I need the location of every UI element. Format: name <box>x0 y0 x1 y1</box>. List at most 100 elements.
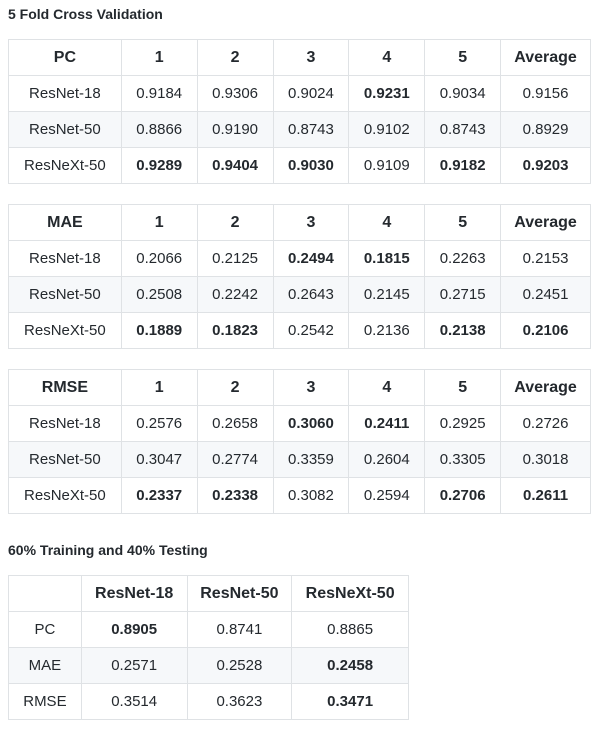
value-cell: 0.2508 <box>120 276 198 313</box>
table-row: ResNet-18 0.2066 0.2125 0.2494 0.1815 0.… <box>8 240 591 277</box>
header-cell: ResNeXt-50 <box>291 575 409 612</box>
value-cell: 0.9034 <box>424 75 502 112</box>
table-row: ResNeXt-50 0.2337 0.2338 0.3082 0.2594 0… <box>8 477 591 514</box>
value-cell: 0.2643 <box>272 276 350 313</box>
average-cell: 0.2611 <box>500 477 591 514</box>
value-cell: 0.9024 <box>272 75 350 112</box>
header-cell: PC <box>8 39 122 76</box>
value-cell: 0.2263 <box>424 240 502 277</box>
average-cell: 0.2726 <box>500 405 591 442</box>
table-row: ResNet-50 0.2508 0.2242 0.2643 0.2145 0.… <box>8 276 591 313</box>
rmse-table: RMSE 1 2 3 4 5 Average ResNet-18 0.2576 … <box>8 369 591 514</box>
value-cell: 0.8866 <box>120 111 198 148</box>
value-cell: 0.9306 <box>196 75 274 112</box>
value-cell: 0.8743 <box>272 111 350 148</box>
header-cell: 5 <box>424 204 502 241</box>
value-cell: 0.8865 <box>291 611 409 648</box>
header-cell: Average <box>500 204 591 241</box>
value-cell: 0.8743 <box>424 111 502 148</box>
average-cell: 0.9203 <box>500 147 591 184</box>
header-cell: 3 <box>272 369 350 406</box>
average-cell: 0.2153 <box>500 240 591 277</box>
value-cell: 0.9404 <box>196 147 274 184</box>
header-cell: ResNet-18 <box>80 575 188 612</box>
value-cell: 0.3514 <box>80 683 188 720</box>
value-cell: 0.9289 <box>120 147 198 184</box>
average-cell: 0.8929 <box>500 111 591 148</box>
metric-name-cell: RMSE <box>8 683 82 720</box>
metric-name-cell: PC <box>8 611 82 648</box>
value-cell: 0.3471 <box>291 683 409 720</box>
header-cell: Average <box>500 39 591 76</box>
value-cell: 0.2542 <box>272 312 350 349</box>
average-cell: 0.3018 <box>500 441 591 478</box>
value-cell: 0.2571 <box>80 647 188 684</box>
value-cell: 0.3060 <box>272 405 350 442</box>
value-cell: 0.3623 <box>186 683 293 720</box>
model-name-cell: ResNet-18 <box>8 75 122 112</box>
table-header-row: ResNet-18 ResNet-50 ResNeXt-50 <box>8 575 409 612</box>
value-cell: 0.2338 <box>196 477 274 514</box>
table-row: ResNeXt-50 0.1889 0.1823 0.2542 0.2136 0… <box>8 312 591 349</box>
value-cell: 0.2604 <box>348 441 426 478</box>
pc-table: PC 1 2 3 4 5 Average ResNet-18 0.9184 0.… <box>8 39 591 184</box>
header-cell: 4 <box>348 369 426 406</box>
value-cell: 0.8905 <box>80 611 188 648</box>
value-cell: 0.3305 <box>424 441 502 478</box>
split-section-title: 60% Training and 40% Testing <box>8 542 208 558</box>
value-cell: 0.3359 <box>272 441 350 478</box>
table-row: RMSE 0.3514 0.3623 0.3471 <box>8 683 409 720</box>
value-cell: 0.2925 <box>424 405 502 442</box>
header-cell: 2 <box>196 39 274 76</box>
value-cell: 0.2145 <box>348 276 426 313</box>
header-cell: 5 <box>424 39 502 76</box>
table-row: ResNet-18 0.9184 0.9306 0.9024 0.9231 0.… <box>8 75 591 112</box>
value-cell: 0.2715 <box>424 276 502 313</box>
value-cell: 0.9182 <box>424 147 502 184</box>
value-cell: 0.2125 <box>196 240 274 277</box>
value-cell: 0.2138 <box>424 312 502 349</box>
value-cell: 0.2411 <box>348 405 426 442</box>
value-cell: 0.2458 <box>291 647 409 684</box>
value-cell: 0.2066 <box>120 240 198 277</box>
model-name-cell: ResNet-18 <box>8 405 122 442</box>
model-name-cell: ResNeXt-50 <box>8 147 122 184</box>
header-cell: 2 <box>196 204 274 241</box>
value-cell: 0.1815 <box>348 240 426 277</box>
metric-name-cell: MAE <box>8 647 82 684</box>
value-cell: 0.2528 <box>186 647 293 684</box>
table-header-row: RMSE 1 2 3 4 5 Average <box>8 369 591 406</box>
header-cell: 1 <box>120 39 198 76</box>
model-name-cell: ResNeXt-50 <box>8 312 122 349</box>
table-row: MAE 0.2571 0.2528 0.2458 <box>8 647 409 684</box>
model-name-cell: ResNet-50 <box>8 441 122 478</box>
table-header-row: PC 1 2 3 4 5 Average <box>8 39 591 76</box>
table-row: ResNet-50 0.8866 0.9190 0.8743 0.9102 0.… <box>8 111 591 148</box>
value-cell: 0.2658 <box>196 405 274 442</box>
value-cell: 0.9231 <box>348 75 426 112</box>
value-cell: 0.2576 <box>120 405 198 442</box>
header-cell <box>8 575 82 612</box>
header-cell: MAE <box>8 204 122 241</box>
table-row: ResNeXt-50 0.9289 0.9404 0.9030 0.9109 0… <box>8 147 591 184</box>
cv-section-title: 5 Fold Cross Validation <box>8 6 163 22</box>
value-cell: 0.8741 <box>186 611 293 648</box>
value-cell: 0.2136 <box>348 312 426 349</box>
average-cell: 0.2106 <box>500 312 591 349</box>
value-cell: 0.2706 <box>424 477 502 514</box>
header-cell: 3 <box>272 39 350 76</box>
mae-table: MAE 1 2 3 4 5 Average ResNet-18 0.2066 0… <box>8 204 591 349</box>
table-row: ResNet-18 0.2576 0.2658 0.3060 0.2411 0.… <box>8 405 591 442</box>
table-header-row: MAE 1 2 3 4 5 Average <box>8 204 591 241</box>
average-cell: 0.2451 <box>500 276 591 313</box>
value-cell: 0.2242 <box>196 276 274 313</box>
model-name-cell: ResNet-18 <box>8 240 122 277</box>
model-name-cell: ResNet-50 <box>8 276 122 313</box>
value-cell: 0.9109 <box>348 147 426 184</box>
header-cell: 2 <box>196 369 274 406</box>
value-cell: 0.9184 <box>120 75 198 112</box>
value-cell: 0.1823 <box>196 312 274 349</box>
value-cell: 0.2774 <box>196 441 274 478</box>
value-cell: 0.9102 <box>348 111 426 148</box>
table-row: PC 0.8905 0.8741 0.8865 <box>8 611 409 648</box>
